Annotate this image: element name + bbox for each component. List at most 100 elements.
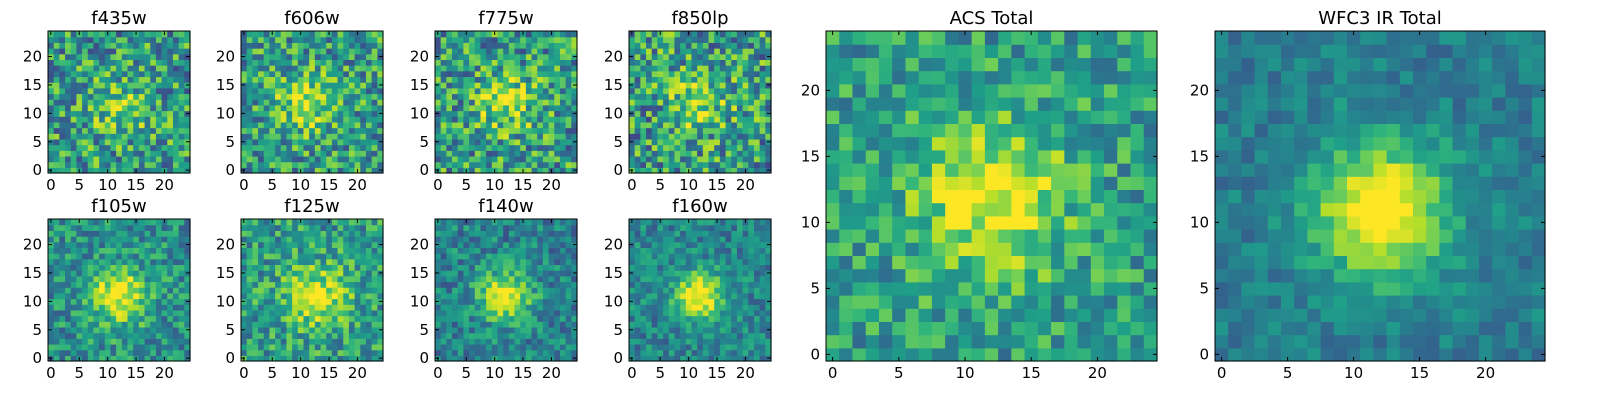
heatmap-cell xyxy=(674,298,681,305)
heatmap-cell xyxy=(680,281,687,288)
heatmap-cell xyxy=(554,332,561,339)
heatmap-cell xyxy=(542,253,550,260)
heatmap-cell xyxy=(759,326,766,334)
heatmap-cell xyxy=(559,224,567,231)
heatmap-cell xyxy=(309,150,316,157)
heatmap-cell xyxy=(708,31,715,38)
heatmap-cell xyxy=(668,48,676,55)
heatmap-cell xyxy=(548,82,555,89)
heatmap-cell xyxy=(87,155,95,163)
heatmap-cell xyxy=(463,309,470,317)
heatmap-cell xyxy=(565,144,572,151)
heatmap-cell xyxy=(93,224,100,231)
heatmap-cell xyxy=(326,87,333,95)
heatmap-cell xyxy=(65,309,72,317)
heatmap-cell xyxy=(309,275,316,283)
heatmap-cell xyxy=(297,121,305,129)
heatmap-cell xyxy=(554,93,561,100)
heatmap-cell xyxy=(99,121,106,129)
heatmap-cell xyxy=(474,332,482,339)
heatmap-cell xyxy=(520,298,527,305)
heatmap-cell xyxy=(360,321,367,328)
heatmap-cell xyxy=(104,65,112,72)
heatmap-cell xyxy=(731,349,738,356)
heatmap-cell xyxy=(303,315,310,322)
y-tick-label: 10 xyxy=(410,292,429,310)
heatmap-cell xyxy=(697,121,704,129)
heatmap-cell xyxy=(542,144,550,151)
heatmap-cell xyxy=(657,82,664,89)
heatmap-cell xyxy=(657,42,664,49)
heatmap-cell xyxy=(269,349,276,356)
heatmap-cell xyxy=(309,236,316,243)
heatmap-cell xyxy=(337,121,344,129)
heatmap-cell xyxy=(697,42,704,49)
heatmap-cell xyxy=(457,258,464,266)
heatmap-cell xyxy=(59,321,66,328)
heatmap-cell xyxy=(463,241,470,248)
heatmap-cell xyxy=(457,219,464,226)
heatmap-cell xyxy=(514,315,521,322)
heatmap-cell xyxy=(765,104,772,112)
heatmap-cell xyxy=(343,36,350,43)
heatmap-cell xyxy=(651,31,658,38)
heatmap-cell xyxy=(241,87,248,95)
heatmap-cell xyxy=(571,155,578,163)
heatmap-cell xyxy=(469,48,476,55)
heatmap-cell xyxy=(59,270,66,277)
heatmap-cell xyxy=(446,287,453,294)
heatmap-cell xyxy=(133,76,140,83)
axes-frame xyxy=(434,218,578,362)
heatmap-cell xyxy=(731,287,738,294)
heatmap-cell xyxy=(691,321,698,328)
heatmap-cell xyxy=(435,144,442,151)
heatmap-cell xyxy=(708,138,715,146)
heatmap-cell xyxy=(525,275,533,283)
heatmap-cell xyxy=(435,65,442,72)
heatmap-cell xyxy=(748,65,755,72)
heatmap-cell xyxy=(531,59,538,66)
heatmap-cell xyxy=(48,275,55,283)
heatmap-cell xyxy=(480,338,487,345)
heatmap-cell xyxy=(497,343,504,351)
heatmap-cell xyxy=(377,116,384,123)
heatmap-cell xyxy=(297,93,305,100)
heatmap-cell xyxy=(719,326,727,334)
heatmap-cell xyxy=(331,93,339,100)
heatmap-cell xyxy=(161,343,168,351)
heatmap-cell xyxy=(252,338,259,345)
heatmap-cell xyxy=(99,315,106,322)
heatmap-cell xyxy=(343,99,350,106)
heatmap-cell xyxy=(360,275,367,283)
heatmap-cell xyxy=(320,99,327,106)
panel-title: f606w xyxy=(284,8,339,29)
heatmap-cell xyxy=(87,253,95,260)
heatmap-cell xyxy=(343,258,350,266)
heatmap-cell xyxy=(377,332,384,339)
heatmap-cell xyxy=(82,321,89,328)
heatmap-cell xyxy=(531,144,538,151)
heatmap-cell xyxy=(474,36,482,43)
heatmap-cell xyxy=(133,349,140,356)
heatmap-cell xyxy=(371,253,378,260)
heatmap-cell xyxy=(435,304,442,311)
heatmap-cell xyxy=(548,292,555,300)
heatmap-cell xyxy=(297,104,305,112)
heatmap-cell xyxy=(178,258,185,266)
heatmap-cell xyxy=(110,76,117,83)
heatmap-cell xyxy=(144,31,151,38)
heatmap-cell xyxy=(486,53,493,60)
heatmap-cell xyxy=(646,59,653,66)
heatmap-cell xyxy=(663,133,670,140)
heatmap-cell xyxy=(457,116,464,123)
heatmap-cell xyxy=(634,82,641,89)
heatmap-cell xyxy=(354,150,361,157)
heatmap-cell xyxy=(371,93,378,100)
heatmap-cell xyxy=(486,321,493,328)
heatmap-cell xyxy=(446,247,453,254)
heatmap-cell xyxy=(559,99,567,106)
heatmap-cell xyxy=(337,332,344,339)
heatmap-cell xyxy=(640,270,647,277)
heatmap-cell xyxy=(252,298,259,305)
heatmap-cell xyxy=(452,309,459,317)
